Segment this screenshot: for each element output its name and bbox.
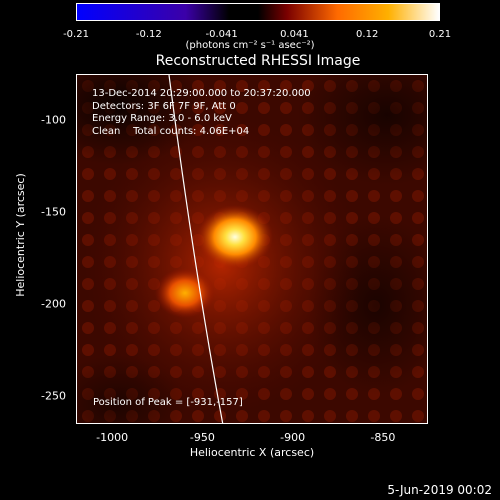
x-tick-label: -950 <box>189 431 215 444</box>
colorbar-tick-label: -0.21 <box>63 29 89 40</box>
colorbar <box>76 3 440 21</box>
y-tick-label: -150 <box>41 205 66 219</box>
image-plot <box>76 74 428 424</box>
secondary-source <box>155 268 215 318</box>
colorbar-tick-label: 0.12 <box>356 29 379 40</box>
y-tick-label: -100 <box>41 113 66 127</box>
colorbar-tick-label: 0.041 <box>280 29 309 40</box>
colorbar-tick-label: -0.041 <box>205 29 238 40</box>
plot-title: Reconstructed RHESSI Image <box>155 53 361 69</box>
main-source <box>197 205 273 269</box>
solar-limb-line <box>168 75 224 423</box>
date-stamp: 5-Jun-2019 00:02 <box>387 483 492 497</box>
colorbar-gradient <box>77 4 439 20</box>
x-tick-label: -900 <box>280 431 306 444</box>
y-axis-label: Heliocentric Y (arcsec) <box>14 173 27 297</box>
y-tick-label: -250 <box>41 389 66 403</box>
image-annotations: 13-Dec-2014 20:29:00.000 to 20:37:20.000… <box>92 88 311 137</box>
colorbar-tick-label: -0.12 <box>135 29 162 40</box>
x-tick-label: -1000 <box>96 431 129 444</box>
image-canvas <box>77 75 427 423</box>
x-axis-label: Heliocentric X (arcsec) <box>189 446 315 459</box>
y-tick-label: -200 <box>41 297 66 311</box>
colorbar-tick-label: 0.21 <box>428 29 452 40</box>
peak-position-label: Position of Peak = [-931,-157] <box>93 397 243 408</box>
x-tick-label: -850 <box>370 431 396 444</box>
colorbar-units: (photons cm⁻² s⁻¹ asec⁻²) <box>185 40 315 51</box>
